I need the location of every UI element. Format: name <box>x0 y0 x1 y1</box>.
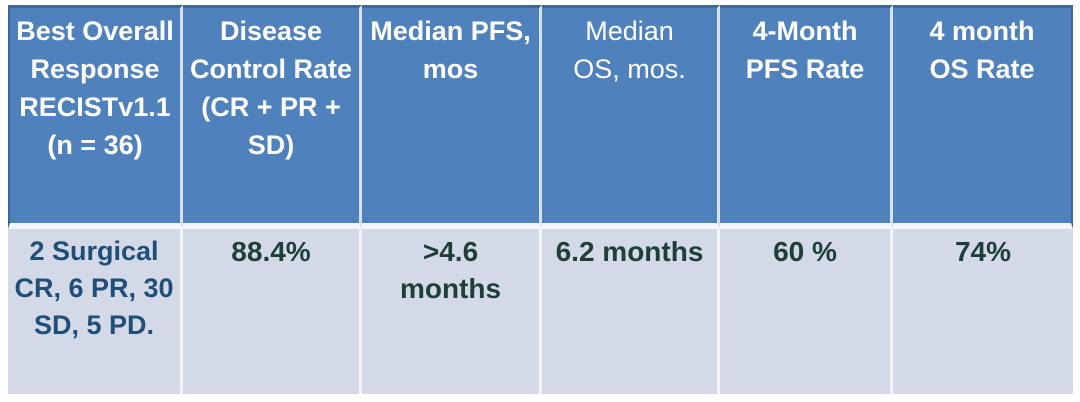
header-cell-4-month-pfs-rate: 4-Month PFS Rate <box>720 5 893 229</box>
cell-median-pfs: >4.6 months <box>362 229 542 394</box>
header-cell-best-overall-response: Best Overall Response RECISTv1.1 (n = 36… <box>8 5 183 229</box>
header-cell-median-os: Median OS, mos. <box>542 5 720 229</box>
cell-4-month-pfs-rate: 60 % <box>720 229 893 394</box>
cell-disease-control-rate: 88.4% <box>183 229 362 394</box>
results-table: Best Overall Response RECISTv1.1 (n = 36… <box>8 5 1073 394</box>
cell-median-os: 6.2 months <box>542 229 720 394</box>
header-cell-4-month-os-rate: 4 month OS Rate <box>893 5 1073 229</box>
header-cell-median-pfs: Median PFS, mos <box>362 5 542 229</box>
cell-best-overall-response: 2 Surgical CR, 6 PR, 30 SD, 5 PD. <box>8 229 183 394</box>
header-cell-disease-control-rate: Disease Control Rate (CR + PR + SD) <box>183 5 362 229</box>
cell-4-month-os-rate: 74% <box>893 229 1073 394</box>
